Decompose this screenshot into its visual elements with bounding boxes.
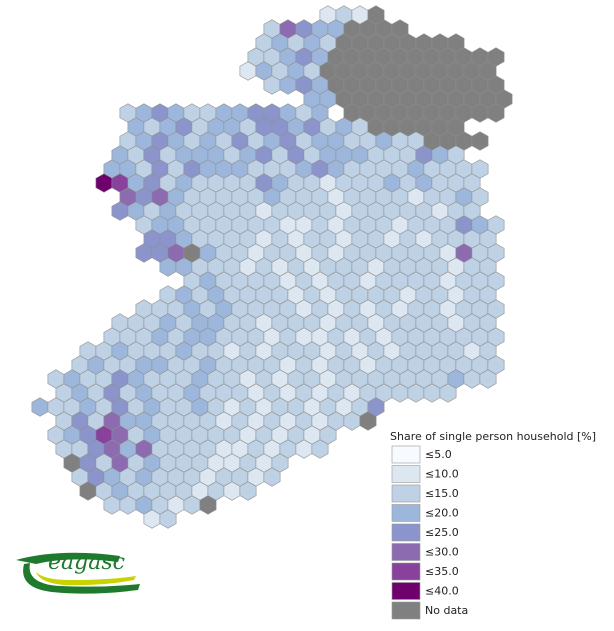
hex-cell [471, 131, 489, 151]
hex-cell [31, 397, 49, 417]
legend-swatch [391, 484, 421, 503]
logo-swoosh-yellow [36, 572, 136, 586]
legend-title: Share of single person household [%] [390, 430, 596, 443]
legend-label: ≤5.0 [425, 448, 452, 461]
legend: Share of single person household [%] ≤5.… [390, 430, 596, 620]
hex-cell [263, 467, 281, 487]
legend-swatch [391, 562, 421, 581]
legend-label: ≤40.0 [425, 585, 459, 598]
hex-cell [159, 509, 177, 529]
legend-swatch [391, 465, 421, 483]
legend-label: ≤30.0 [425, 546, 459, 559]
hex-cell [239, 481, 257, 501]
legend-swatch [391, 543, 421, 561]
hex-cell [487, 103, 505, 123]
logo-t-bar [16, 552, 120, 564]
legend-label: No data [425, 604, 468, 617]
hex-cell [479, 369, 497, 389]
logo: eagasc [16, 550, 140, 594]
hex-layer [31, 5, 513, 529]
hex-cell [359, 411, 377, 431]
logo-swoosh [23, 563, 140, 594]
legend-swatch [391, 601, 421, 620]
legend-swatch [391, 523, 421, 542]
logo-text: eagasc [48, 550, 125, 575]
legend-label: ≤10.0 [425, 468, 459, 481]
legend-swatch [391, 582, 421, 600]
hex-cell [199, 495, 217, 515]
hex-cell [439, 383, 457, 403]
hex-cell [311, 439, 329, 459]
legend-label: ≤25.0 [425, 526, 459, 539]
legend-swatch [391, 445, 421, 464]
legend-label: ≤15.0 [425, 487, 459, 500]
legend-label: ≤20.0 [425, 507, 459, 520]
legend-swatch [391, 504, 421, 522]
legend-label: ≤35.0 [425, 565, 459, 578]
